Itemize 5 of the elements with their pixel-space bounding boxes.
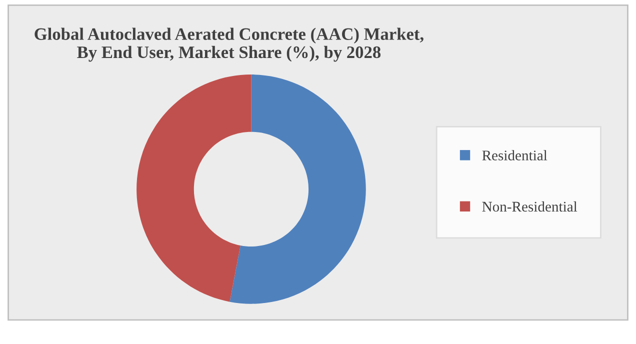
legend-label: Residential [482, 150, 548, 160]
chart-title: Global Autoclaved Aerated Concrete (AAC) Market, By End User, Market Share (%), by 2028 [34, 28, 424, 62]
donut-slice [230, 74, 366, 304]
legend-label: Non-Residential [482, 201, 578, 212]
donut-slice [136, 74, 252, 302]
